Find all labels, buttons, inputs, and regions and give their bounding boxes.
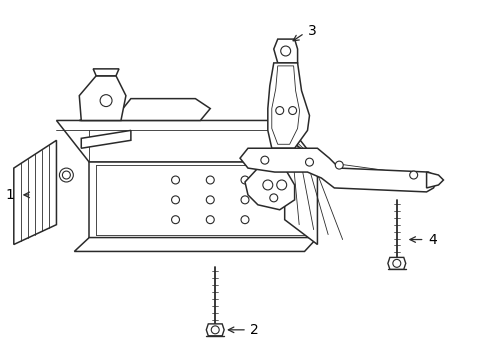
Circle shape xyxy=(263,180,272,190)
Polygon shape xyxy=(426,172,443,188)
Circle shape xyxy=(206,176,214,184)
Circle shape xyxy=(62,171,70,179)
Polygon shape xyxy=(206,324,224,336)
Circle shape xyxy=(275,107,283,114)
Circle shape xyxy=(171,176,179,184)
Polygon shape xyxy=(273,39,297,63)
Circle shape xyxy=(211,326,219,334)
Polygon shape xyxy=(387,257,405,269)
Circle shape xyxy=(288,107,296,114)
Circle shape xyxy=(392,260,400,267)
Polygon shape xyxy=(89,162,317,238)
Polygon shape xyxy=(74,238,317,251)
Circle shape xyxy=(100,95,112,107)
Circle shape xyxy=(280,46,290,56)
Circle shape xyxy=(241,176,248,184)
Polygon shape xyxy=(240,148,438,192)
Polygon shape xyxy=(244,168,294,210)
Circle shape xyxy=(206,196,214,204)
Polygon shape xyxy=(79,76,126,121)
Circle shape xyxy=(276,180,286,190)
Circle shape xyxy=(241,196,248,204)
Circle shape xyxy=(60,168,73,182)
Circle shape xyxy=(409,171,417,179)
Polygon shape xyxy=(267,63,309,148)
Circle shape xyxy=(305,158,313,166)
Text: 1: 1 xyxy=(6,188,15,202)
Polygon shape xyxy=(81,130,131,148)
Text: 2: 2 xyxy=(249,323,258,337)
Circle shape xyxy=(260,156,268,164)
Polygon shape xyxy=(14,140,56,244)
Text: 4: 4 xyxy=(427,233,436,247)
Polygon shape xyxy=(56,121,317,162)
Polygon shape xyxy=(93,69,119,76)
Circle shape xyxy=(171,216,179,224)
Circle shape xyxy=(269,194,277,202)
Text: 3: 3 xyxy=(307,24,316,38)
Circle shape xyxy=(335,161,343,169)
Polygon shape xyxy=(284,135,317,244)
Circle shape xyxy=(206,216,214,224)
Circle shape xyxy=(241,216,248,224)
Circle shape xyxy=(171,196,179,204)
Polygon shape xyxy=(79,99,210,121)
Polygon shape xyxy=(271,66,299,144)
